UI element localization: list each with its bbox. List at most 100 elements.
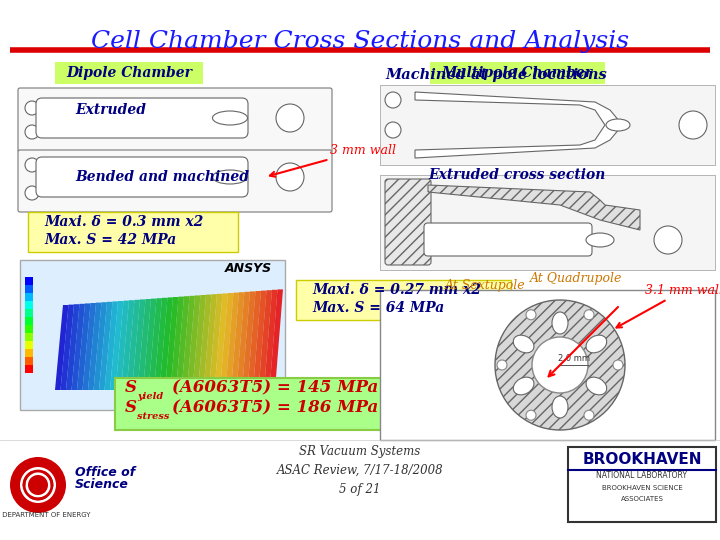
Polygon shape <box>209 294 222 390</box>
Bar <box>25 277 33 285</box>
Polygon shape <box>204 294 217 390</box>
Ellipse shape <box>513 377 534 395</box>
Bar <box>25 317 33 325</box>
Ellipse shape <box>586 233 614 247</box>
Text: U.S. DEPARTMENT OF ENERGY: U.S. DEPARTMENT OF ENERGY <box>0 512 90 518</box>
Circle shape <box>387 237 403 253</box>
Text: SR Vacuum Systems
ASAC Review, 7/17-18/2008
5 of 21: SR Vacuum Systems ASAC Review, 7/17-18/2… <box>276 444 444 496</box>
Bar <box>25 341 33 349</box>
Text: At Sextupole: At Sextupole <box>445 279 526 292</box>
Text: Maxi. δ = 0.27 mm x2: Maxi. δ = 0.27 mm x2 <box>312 283 481 297</box>
FancyBboxPatch shape <box>385 179 431 265</box>
Text: (A6063T5) = 145 MPa: (A6063T5) = 145 MPa <box>172 379 378 396</box>
Polygon shape <box>165 297 179 390</box>
FancyBboxPatch shape <box>18 150 332 212</box>
FancyBboxPatch shape <box>36 157 248 197</box>
Text: Multipole Chamber: Multipole Chamber <box>441 66 593 80</box>
Circle shape <box>10 457 66 513</box>
Polygon shape <box>187 295 200 390</box>
Ellipse shape <box>606 119 630 131</box>
Text: Science: Science <box>75 478 129 491</box>
Polygon shape <box>66 304 79 390</box>
Circle shape <box>584 410 594 420</box>
Polygon shape <box>94 302 107 390</box>
Ellipse shape <box>513 335 534 353</box>
Text: Office of: Office of <box>75 465 135 478</box>
PathPatch shape <box>415 92 625 158</box>
Polygon shape <box>171 296 184 390</box>
Polygon shape <box>236 292 250 390</box>
Polygon shape <box>225 293 239 390</box>
Polygon shape <box>269 289 283 390</box>
Polygon shape <box>77 303 91 390</box>
Polygon shape <box>127 300 140 390</box>
Circle shape <box>25 158 39 172</box>
Polygon shape <box>104 301 118 390</box>
Ellipse shape <box>586 335 607 353</box>
Polygon shape <box>248 291 261 390</box>
Text: Machined at pole locations: Machined at pole locations <box>385 68 607 82</box>
Circle shape <box>654 226 682 254</box>
Bar <box>380 290 715 440</box>
Circle shape <box>532 337 588 393</box>
FancyBboxPatch shape <box>55 62 203 84</box>
FancyBboxPatch shape <box>424 223 592 256</box>
Circle shape <box>584 310 594 320</box>
PathPatch shape <box>428 185 640 230</box>
Polygon shape <box>132 299 145 390</box>
Polygon shape <box>55 305 68 390</box>
Circle shape <box>28 475 48 495</box>
Bar <box>25 357 33 365</box>
Polygon shape <box>160 298 173 390</box>
Polygon shape <box>148 298 162 390</box>
Bar <box>25 333 33 341</box>
Text: Bended and machined: Bended and machined <box>75 170 249 184</box>
Ellipse shape <box>552 396 568 418</box>
FancyBboxPatch shape <box>28 212 238 252</box>
Polygon shape <box>60 305 74 390</box>
Ellipse shape <box>212 170 248 184</box>
Bar <box>380 85 715 165</box>
Bar <box>25 325 33 333</box>
Circle shape <box>25 125 39 139</box>
Polygon shape <box>121 300 135 390</box>
Circle shape <box>25 186 39 200</box>
Circle shape <box>387 187 403 203</box>
Polygon shape <box>88 302 102 390</box>
Text: Max. S = 64 MPa: Max. S = 64 MPa <box>312 301 444 315</box>
Bar <box>568 447 716 522</box>
Polygon shape <box>138 299 151 390</box>
Circle shape <box>20 467 56 503</box>
Polygon shape <box>110 301 124 390</box>
Circle shape <box>613 360 623 370</box>
Circle shape <box>25 101 39 115</box>
Polygon shape <box>220 293 233 390</box>
Bar <box>25 285 33 293</box>
Polygon shape <box>154 298 168 390</box>
Polygon shape <box>143 299 156 390</box>
FancyBboxPatch shape <box>36 98 248 138</box>
Circle shape <box>495 300 625 430</box>
Text: At Quadrupole: At Quadrupole <box>530 272 622 285</box>
Circle shape <box>679 111 707 139</box>
Polygon shape <box>198 295 212 390</box>
Text: yield: yield <box>137 392 163 401</box>
Polygon shape <box>181 296 195 390</box>
Text: S: S <box>125 379 137 396</box>
Ellipse shape <box>212 111 248 125</box>
Text: ANSYS: ANSYS <box>225 261 272 274</box>
Text: S: S <box>125 399 137 416</box>
FancyBboxPatch shape <box>18 88 332 152</box>
Text: (A6063T5) = 186 MPa: (A6063T5) = 186 MPa <box>172 399 378 416</box>
Polygon shape <box>231 292 245 390</box>
Polygon shape <box>258 290 272 390</box>
Text: BROOKHAVEN: BROOKHAVEN <box>582 453 702 468</box>
Text: NATIONAL LABORATORY: NATIONAL LABORATORY <box>596 471 688 481</box>
FancyBboxPatch shape <box>430 62 605 84</box>
Circle shape <box>385 92 401 108</box>
Polygon shape <box>264 290 277 390</box>
Text: stress: stress <box>137 412 169 421</box>
Circle shape <box>526 410 536 420</box>
Circle shape <box>497 360 507 370</box>
Polygon shape <box>99 302 112 390</box>
